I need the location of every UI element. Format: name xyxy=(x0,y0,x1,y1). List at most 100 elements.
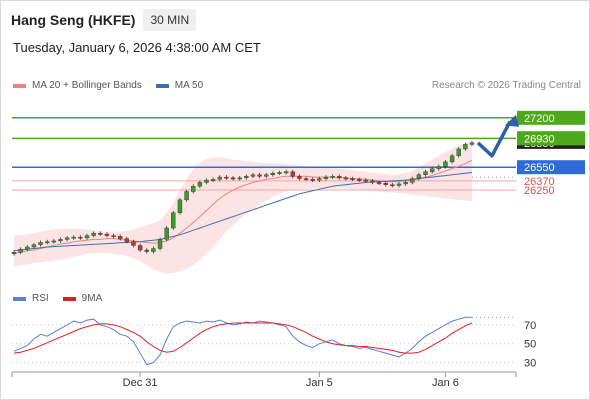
candle-body xyxy=(230,177,236,180)
level-label-26370: 26370 xyxy=(524,176,555,188)
candle-body xyxy=(58,239,63,242)
candle-body xyxy=(363,179,368,182)
rsi-tick-50: 50 xyxy=(524,339,536,351)
legend-9ma-label: 9MA xyxy=(81,293,103,304)
legend-rsi-label: RSI xyxy=(32,293,49,304)
candle-body xyxy=(277,172,282,174)
candle-body xyxy=(78,236,83,239)
candle-body xyxy=(91,233,96,236)
level-label-26250: 26250 xyxy=(524,185,555,197)
level-badge-26550 xyxy=(517,160,585,175)
candle-body xyxy=(410,178,415,183)
candle-body xyxy=(423,171,428,175)
level-label-26550: 26550 xyxy=(524,162,555,174)
forecast-arrowhead xyxy=(505,114,519,127)
legend-ma20-label: MA 20 + Bollinger Bands xyxy=(32,80,142,91)
candle-body xyxy=(463,144,468,150)
candle-body xyxy=(151,248,156,252)
candle-body xyxy=(264,174,269,177)
candle-body xyxy=(51,240,57,243)
candle-body xyxy=(376,182,382,184)
candle-body xyxy=(137,245,143,251)
candle-body xyxy=(25,246,30,250)
legend-rsi: RSI xyxy=(13,293,49,304)
candle-body xyxy=(317,178,322,181)
candle-body xyxy=(111,235,116,238)
candle-body xyxy=(197,182,203,187)
candle-body xyxy=(131,241,136,246)
rsi-9ma-line xyxy=(13,322,473,354)
candle-body xyxy=(18,249,23,253)
rsi-swatch xyxy=(13,296,26,301)
interval-badge[interactable]: 30 MIN xyxy=(143,9,197,31)
rsi-tick-70: 70 xyxy=(524,320,536,332)
chart-header: Hang Seng (HKFE) 30 MIN xyxy=(11,8,197,32)
credit-text: Research © 2026 Trading Central xyxy=(431,80,581,91)
candle-body xyxy=(64,237,70,240)
rsi-line xyxy=(13,316,472,366)
candle-body xyxy=(244,176,249,179)
candle-body xyxy=(217,176,222,180)
level-badge-27200 xyxy=(517,110,585,125)
candle-body xyxy=(416,174,422,179)
candle-body xyxy=(171,212,176,229)
candle-body xyxy=(257,174,262,177)
bollinger-band xyxy=(14,140,472,274)
ma20-line xyxy=(13,159,473,254)
candle-body xyxy=(429,168,435,172)
ma50-line xyxy=(13,172,473,252)
candle-body xyxy=(11,252,17,255)
candle-body xyxy=(449,155,455,163)
time-tick-label-2: Jan 6 xyxy=(432,377,459,389)
candle-body xyxy=(44,241,50,244)
candle-body xyxy=(456,148,461,157)
candle-body xyxy=(297,176,302,179)
candle-body xyxy=(283,171,289,174)
candle-body xyxy=(144,249,149,252)
legend-ma50: MA 50 xyxy=(155,80,204,91)
candle-body xyxy=(403,182,408,185)
candle-body xyxy=(303,178,309,181)
candle-body xyxy=(250,174,256,177)
candle-body xyxy=(337,176,342,179)
candle-body xyxy=(204,179,209,183)
chart-datetime: Tuesday, January 6, 2026 4:38:00 AM CET xyxy=(13,40,261,55)
time-tick-label-1: Jan 5 xyxy=(306,377,333,389)
candle-body xyxy=(124,238,130,242)
candle-body xyxy=(224,176,229,179)
candle-body xyxy=(118,236,123,239)
forecast-arrow xyxy=(476,120,512,158)
level-label-top-26930: 26930 xyxy=(524,133,555,145)
candle-body xyxy=(157,239,163,249)
candle-body xyxy=(98,233,103,235)
candle-body xyxy=(469,142,475,145)
ma50-swatch xyxy=(155,83,169,88)
candle-body xyxy=(270,173,276,175)
candle-body xyxy=(396,183,402,186)
candle-body xyxy=(390,184,395,187)
candle-body xyxy=(31,244,37,248)
candle-body xyxy=(191,185,196,192)
candle-body xyxy=(184,191,189,201)
candle-body xyxy=(84,235,90,239)
rsi-legend: RSI 9MA xyxy=(13,293,116,304)
candle-body xyxy=(350,178,355,181)
level-badge-top-26930 xyxy=(517,131,585,146)
time-tick-label-0: Dec 31 xyxy=(123,377,158,389)
candle-body xyxy=(210,179,216,181)
legend-ma20: MA 20 + Bollinger Bands xyxy=(13,80,142,91)
candle-body xyxy=(383,182,388,185)
candle-body xyxy=(370,180,375,183)
rsi-tick-30: 30 xyxy=(524,358,536,370)
candle-body xyxy=(310,179,315,181)
candle-body xyxy=(290,171,295,177)
candle-body xyxy=(104,233,110,236)
candle-body xyxy=(71,236,76,239)
candle-body xyxy=(323,176,329,179)
legend-ma50-label: MA 50 xyxy=(174,80,204,91)
ma9-swatch xyxy=(62,296,76,301)
candle-body xyxy=(237,177,242,180)
candle-body xyxy=(436,166,442,169)
level-label-27200: 27200 xyxy=(524,113,555,125)
candle-body xyxy=(443,161,448,167)
